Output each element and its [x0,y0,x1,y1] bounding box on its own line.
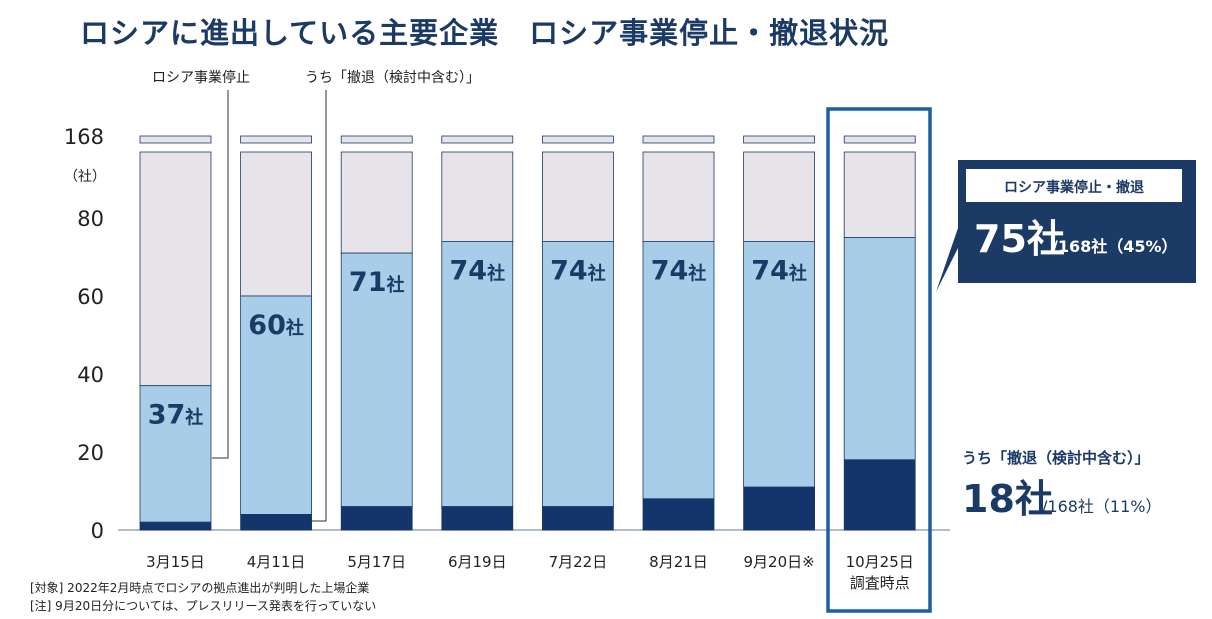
y-tick-label-total: 168 [64,125,104,149]
legend-stop-label: ロシア事業停止 [152,69,250,86]
bar-total-cap [240,135,313,144]
bar-value-label: 37社 [148,400,204,431]
legend-withdraw-label: うち「撤退（検討中含む）」 [305,70,480,86]
highlight-frame [826,107,932,613]
bar-stop-segment [843,237,916,461]
callout-top-header-bg [966,169,1182,202]
note-target: [対象] 2022年2月時点でロシアの拠点進出が判明した上場企業 [30,581,370,595]
bar-value-label: 71社 [349,267,405,298]
bar-total-cap [139,135,212,144]
x-tick-label: 4月11日 [247,553,306,571]
bar-stop-segment [743,240,815,488]
bar-value-label: 74社 [450,255,506,286]
bar-remainder-segment [441,151,514,242]
bar-withdraw-segment [240,514,313,531]
callout-bottom-detail: /168社（11%） [1042,497,1162,516]
bar-remainder-segment [843,151,916,238]
x-tick-label: 5月17日 [347,553,406,571]
bar-value-label: 74社 [751,255,807,286]
x-tick-sublabel: 調査時点 [850,574,910,592]
x-tick-label: 6月19日 [448,553,507,571]
y-tick-label: 60 [77,285,104,309]
bar-value-label: 74社 [651,255,707,286]
chart-title: ロシアに進出している主要企業 ロシア事業停止・撤退状況 [80,16,890,50]
x-tick-label: 9月20日※ [743,553,814,571]
bar-withdraw-segment [139,521,212,531]
bar-total-cap [743,135,815,144]
bar-withdraw-segment [642,498,715,531]
callout-top-header: ロシア事業停止・撤退 [1004,179,1144,196]
bar-withdraw-segment [542,506,614,531]
bar-remainder-segment [642,151,715,242]
bar-stop-segment [642,240,715,500]
y-tick-label: 20 [77,441,104,465]
bar-remainder-segment [743,151,815,242]
callout-bottom-value: 18社 [962,477,1053,521]
bar-total-cap [642,135,715,144]
legend-withdraw-leader [312,90,327,522]
note-caveat: [注] 9月20日分については、プレスリリース発表を行っていない [30,599,377,613]
bar-stop-segment [542,240,614,508]
bar-withdraw-segment [441,506,514,531]
bar-remainder-segment [240,151,313,297]
bar-value-label: 60社 [248,310,304,341]
callout-top-detail: /168社（45%） [1052,237,1178,256]
bar-remainder-segment [139,151,212,387]
bar-stop-segment [139,385,212,523]
x-tick-label: 8月21日 [649,553,708,571]
bar-value-label: 74社 [550,255,606,286]
bar-stop-segment [240,295,313,515]
bar-total-cap [441,135,514,144]
y-tick-label: 80 [77,207,104,231]
x-tick-label: 10月25日 [846,553,914,571]
axis-break-gap [118,145,958,151]
bar-withdraw-segment [743,486,815,531]
bar-remainder-segment [340,151,413,254]
y-unit-label: （社） [64,169,106,185]
y-tick-label: 0 [91,519,104,543]
callout-bottom-header: うち「撤退（検討中含む）」 [962,449,1150,467]
bar-total-cap [542,135,614,144]
x-tick-label: 3月15日 [146,553,205,571]
bar-total-cap [843,135,916,144]
bar-withdraw-segment [843,459,916,531]
legend-stop-leader [212,90,229,459]
bar-withdraw-segment [340,506,413,531]
bar-remainder-segment [542,151,614,242]
y-tick-label: 40 [77,363,104,387]
x-tick-label: 7月22日 [549,553,608,571]
bar-stop-segment [441,240,514,508]
bar-total-cap [340,135,413,144]
callout-top-value: 75社 [974,217,1065,261]
